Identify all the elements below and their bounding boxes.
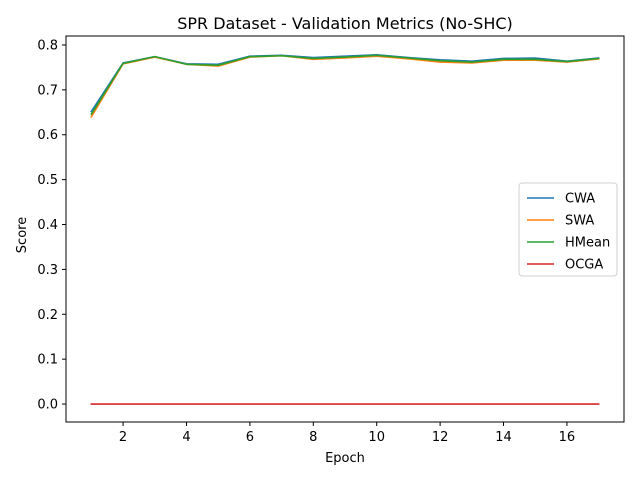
- legend-label-ocga: OCGA: [565, 258, 603, 273]
- x-tick-label: 12: [432, 430, 449, 445]
- series-layer: [90, 54, 600, 405]
- x-tick-label: 4: [182, 430, 190, 445]
- x-tick-label: 8: [309, 430, 317, 445]
- y-tick-label: 0.0: [37, 398, 58, 413]
- series-line-hmean: [90, 54, 600, 116]
- x-tick-label: 10: [368, 430, 385, 445]
- x-tick-label: 6: [246, 430, 254, 445]
- y-tick-label: 0.6: [37, 128, 58, 143]
- y-tick-label: 0.1: [37, 353, 58, 368]
- y-tick-label: 0.3: [37, 263, 58, 278]
- y-tick-label: 0.7: [37, 83, 58, 98]
- y-tick-label: 0.4: [37, 218, 58, 233]
- x-tick-label: 14: [495, 430, 512, 445]
- y-axis-label: Score: [15, 217, 30, 253]
- y-tick-label: 0.2: [37, 308, 58, 323]
- y-tick-label: 0.5: [37, 173, 58, 188]
- x-tick-label: 16: [559, 430, 576, 445]
- x-tick-label: 2: [119, 430, 127, 445]
- legend-box: [518, 182, 618, 277]
- x-axis-label: Epoch: [325, 451, 365, 466]
- plot-area-frame: [65, 35, 625, 423]
- chart-title: SPR Dataset - Validation Metrics (No-SHC…: [177, 14, 513, 33]
- x-axis: 2 4 6 8 10 12 14 16: [119, 422, 575, 445]
- legend: CWA SWA HMean OCGA: [518, 182, 618, 277]
- y-tick-label: 0.8: [37, 38, 58, 53]
- legend-label-cwa: CWA: [565, 192, 595, 207]
- legend-label-hmean: HMean: [565, 236, 610, 251]
- y-axis: 0.0 0.1 0.2 0.3 0.4 0.5 0.6 0.7 0.8: [37, 38, 66, 413]
- legend-label-swa: SWA: [565, 214, 594, 229]
